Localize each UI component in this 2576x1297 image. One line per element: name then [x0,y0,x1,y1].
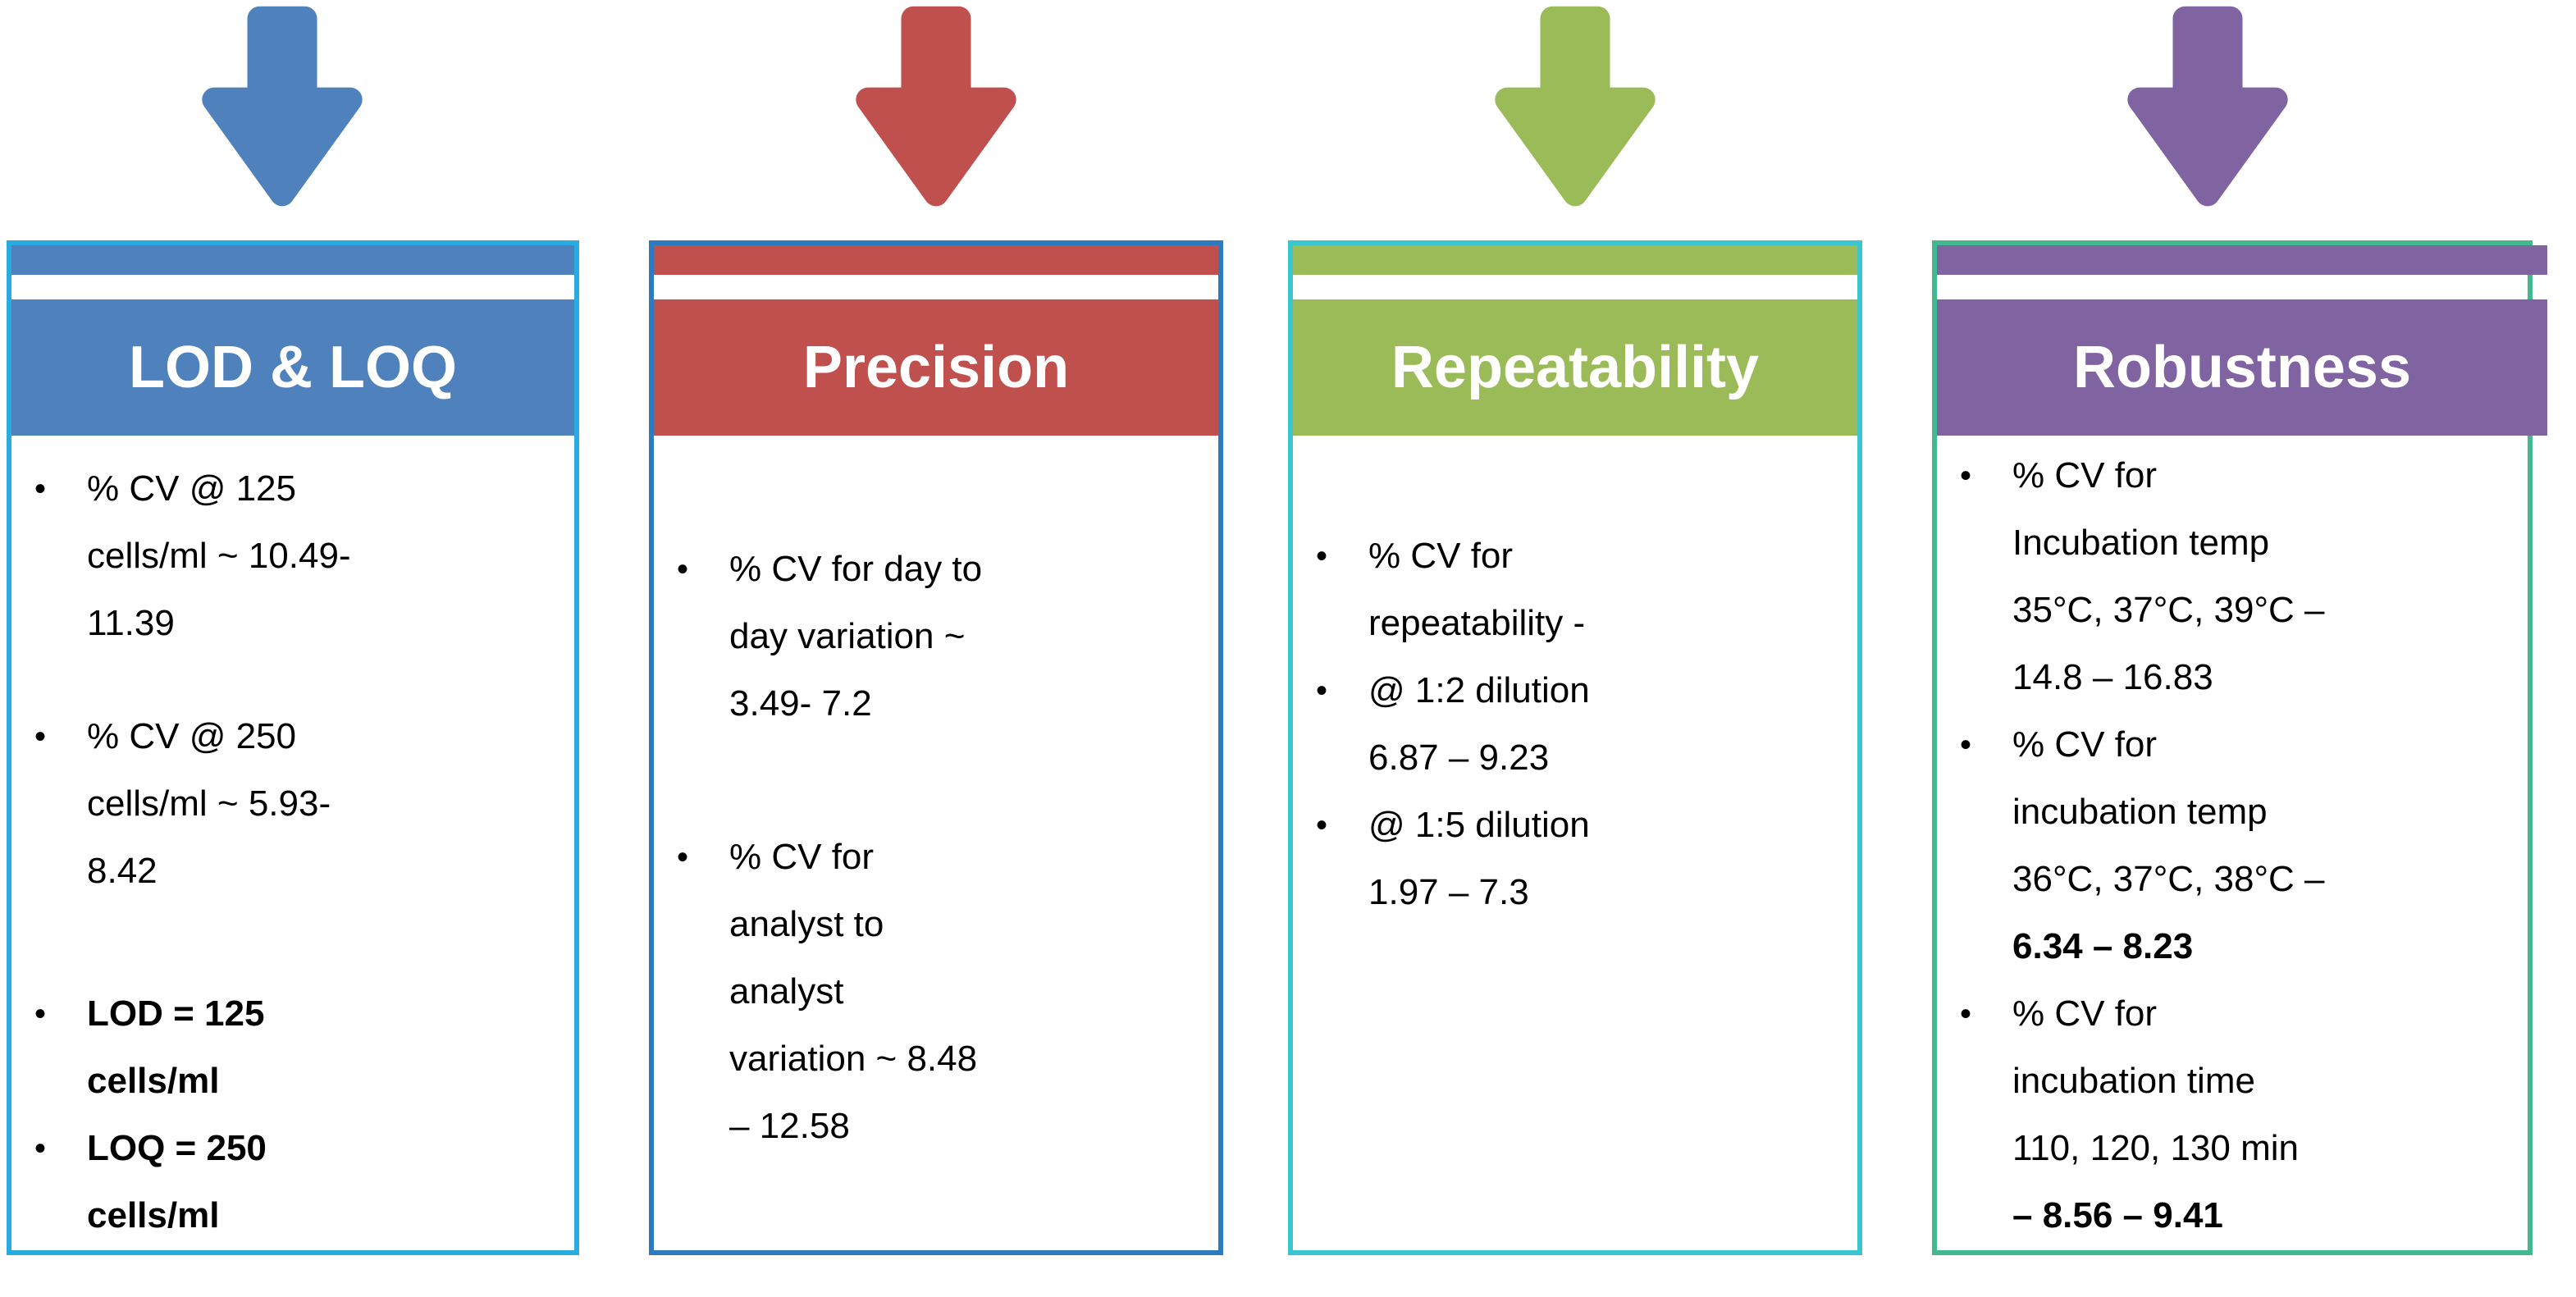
summary-card: Robustness • % CV for Incubation temp 35… [1932,240,2547,1255]
list-item: • % CV @ 125 cells/ml ~ 10.49- 11.39 [28,455,568,657]
bullet-text: % CV for analyst to analyst variation ~ … [729,837,978,1146]
card-top-bar [1937,245,2547,275]
bullet-text: @ 1:5 dilution 1.97 – 7.3 [1368,805,1590,912]
bullet-list: • % CV @ 125 cells/ml ~ 10.49- 11.39 • %… [28,455,568,1249]
card-top-bar [1293,245,1857,275]
list-item: • % CV for incubation temp 36°C, 37°C, 3… [1953,711,2521,980]
bullet-icon: • [1316,807,1328,843]
down-arrow-icon [188,2,377,217]
bullet-list: • % CV for day to day variation ~ 3.49- … [670,536,1212,1160]
down-arrow-icon [2113,2,2302,217]
list-item: • % CV for day to day variation ~ 3.49- … [670,536,1212,738]
card-header: Robustness [1937,299,2547,436]
bullet-text: @ 1:2 dilution 6.87 – 9.23 [1368,670,1590,778]
bullet-icon: • [34,996,47,1032]
bullet-icon: • [34,719,47,755]
card-header: Precision [654,299,1218,436]
bullet-text: % CV for incubation temp 36°C, 37°C, 38°… [2012,724,2325,899]
card-title: Repeatability [1391,335,1760,400]
list-item: • % CV for Incubation temp 35°C, 37°C, 3… [1953,442,2521,711]
card-top-gap [11,275,574,299]
list-item: • LOD = 125 cells/ml [28,980,568,1115]
bullet-icon: • [1316,538,1328,574]
down-arrow-icon [1481,2,1669,217]
card-content: • % CV for Incubation temp 35°C, 37°C, 3… [1937,436,2528,1249]
bullet-text: % CV @ 250 cells/ml ~ 5.93- 8.42 [87,716,331,891]
bullet-text: % CV for repeatability - [1368,536,1586,643]
bullet-icon: • [1960,727,1972,763]
card-top-gap [1937,275,2528,299]
bullet-text: % CV for Incubation temp 35°C, 37°C, 39°… [2012,455,2325,697]
bullet-text-bold: LOD = 125 cells/ml [87,993,265,1101]
card-title: Precision [802,335,1070,400]
column-robustness: Robustness • % CV for Incubation temp 35… [1932,0,2547,1297]
card-title: LOD & LOQ [129,335,457,400]
bullet-text-bold: 6.34 – 8.23 [2012,926,2194,966]
list-item: • % CV for analyst to analyst variation … [670,824,1212,1160]
bullet-icon: • [34,471,47,507]
summary-card: Precision • % CV for day to day variatio… [649,240,1223,1255]
bullet-text-bold: LOQ = 250 cells/ml [87,1128,267,1235]
card-header: Repeatability [1293,299,1857,436]
bullet-text: % CV for day to day variation ~ 3.49- 7.… [729,549,983,724]
list-item: • % CV @ 250 cells/ml ~ 5.93- 8.42 [28,703,568,905]
card-top-bar [11,245,574,275]
list-item: • % CV for incubation time 110, 120, 130… [1953,980,2521,1249]
card-header: LOD & LOQ [11,299,574,436]
bullet-icon: • [677,551,689,587]
summary-card: LOD & LOQ • % CV @ 125 cells/ml ~ 10.49-… [7,240,579,1255]
bullet-list: • % CV for repeatability - • @ 1:2 dilut… [1309,523,1851,926]
column-repeatability: Repeatability • % CV for repeatability -… [1288,0,1862,1297]
card-content: • % CV @ 125 cells/ml ~ 10.49- 11.39 • %… [11,436,574,1249]
list-item: • LOQ = 250 cells/ml [28,1115,568,1249]
list-item: • @ 1:5 dilution 1.97 – 7.3 [1309,792,1851,926]
bullet-text: % CV for incubation time 110, 120, 130 m… [2012,993,2299,1168]
bullet-icon: • [677,839,689,875]
bullet-list: • % CV for Incubation temp 35°C, 37°C, 3… [1953,442,2521,1249]
bullet-icon: • [1316,673,1328,709]
list-item: • @ 1:2 dilution 6.87 – 9.23 [1309,657,1851,792]
card-top-bar [654,245,1218,275]
card-content: • % CV for day to day variation ~ 3.49- … [654,436,1218,1160]
bullet-icon: • [1960,458,1972,494]
bullet-text-bold: – 8.56 – 9.41 [2012,1195,2223,1235]
bullet-icon: • [34,1130,47,1167]
bullet-icon: • [1960,996,1972,1032]
card-top-gap [1293,275,1857,299]
summary-card: Repeatability • % CV for repeatability -… [1288,240,1862,1255]
column-lod-loq: LOD & LOQ • % CV @ 125 cells/ml ~ 10.49-… [7,0,579,1297]
bullet-text: % CV @ 125 cells/ml ~ 10.49- 11.39 [87,468,351,643]
column-precision: Precision • % CV for day to day variatio… [649,0,1223,1297]
card-content: • % CV for repeatability - • @ 1:2 dilut… [1293,436,1857,926]
card-title: Robustness [2072,335,2412,400]
list-item: • % CV for repeatability - [1309,523,1851,657]
down-arrow-icon [842,2,1030,217]
card-top-gap [654,275,1218,299]
